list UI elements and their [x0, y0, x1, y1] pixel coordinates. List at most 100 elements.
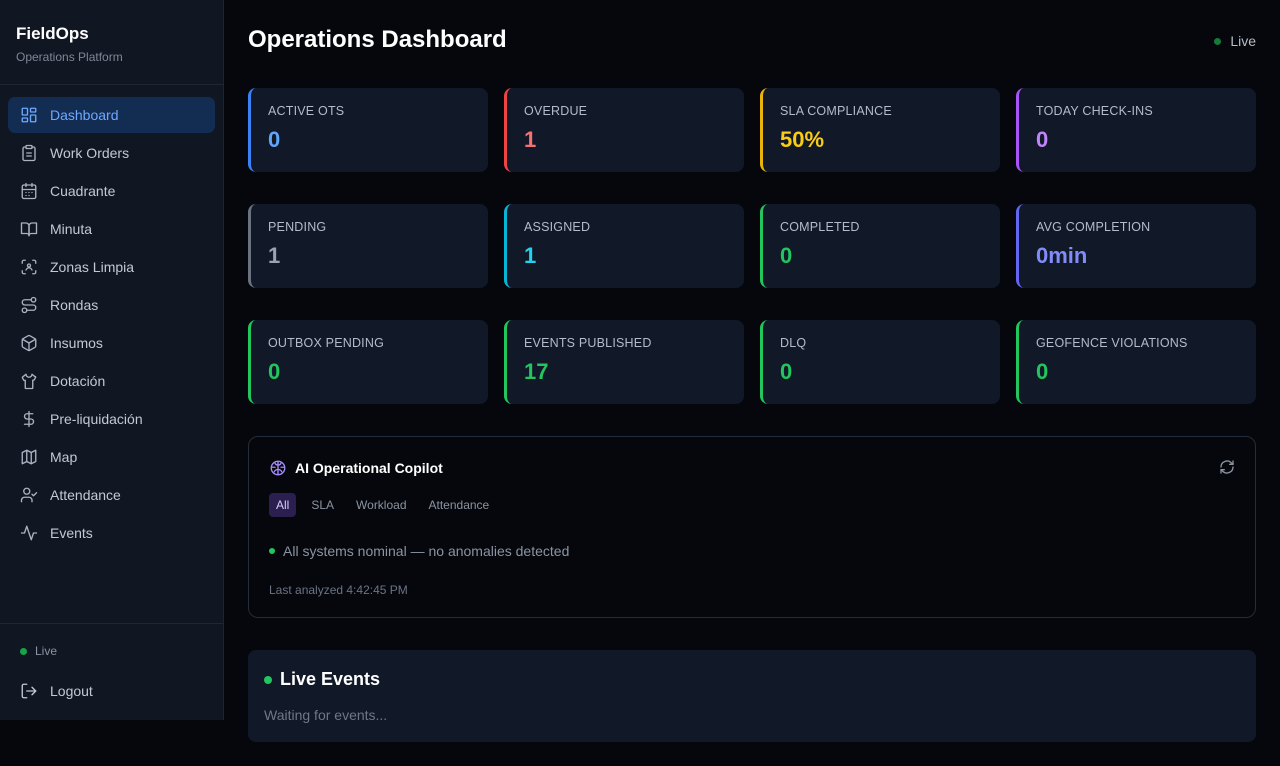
kpi-card-completed: COMPLETED 0 — [760, 204, 1000, 288]
sidebar-live-status: Live — [20, 644, 203, 658]
dollar-icon — [20, 410, 38, 428]
live-dot-icon — [1214, 37, 1222, 45]
kpi-card-outbox-pending: OUTBOX PENDING 0 — [248, 320, 488, 404]
copilot-title: AI Operational Copilot — [295, 460, 443, 476]
header-live-label: Live — [1230, 33, 1256, 49]
kpi-card-pending: PENDING 1 — [248, 204, 488, 288]
copilot-tabs: All SLA Workload Attendance — [269, 493, 1235, 517]
package-icon — [20, 334, 38, 352]
kpi-value: 0 — [268, 127, 281, 152]
live-events-title: Live Events — [280, 669, 381, 689]
tab-all[interactable]: All — [269, 493, 297, 517]
scan-icon — [20, 258, 38, 276]
activity-icon — [20, 524, 38, 542]
shirt-icon — [20, 372, 38, 390]
sidebar-item-label: Dotación — [50, 373, 106, 389]
last-analyzed: Last analyzed 4:42:45 PM — [269, 583, 408, 597]
header-live-status: Live — [1214, 33, 1256, 49]
clipboard-icon — [20, 144, 38, 162]
kpi-label: DLQ — [780, 336, 807, 350]
kpi-card-avg-completion: AVG COMPLETION 0min — [1016, 204, 1256, 288]
brand-title: FieldOps — [16, 24, 89, 43]
main-content: Operations Dashboard Live ACTIVE OTS 0 OVE… — [248, 0, 1256, 742]
status-dot-icon — [269, 548, 275, 554]
kpi-label: ASSIGNED — [524, 220, 591, 234]
sidebar-item-zonas-limpia[interactable]: Zonas Limpia — [8, 249, 215, 285]
kpi-card-assigned: ASSIGNED 1 — [504, 204, 744, 288]
sidebar-item-pre-liquidacion[interactable]: Pre-liquidación — [8, 401, 215, 437]
refresh-icon[interactable] — [1219, 459, 1235, 475]
live-events-header: Live Events — [264, 669, 1240, 690]
page-header: Operations Dashboard Live — [248, 0, 1256, 88]
kpi-value: 0 — [1036, 359, 1049, 384]
kpi-value: 1 — [268, 243, 281, 268]
kpi-card-dlq: DLQ 0 — [760, 320, 1000, 404]
sidebar-item-label: Attendance — [50, 487, 121, 503]
copilot-status: All systems nominal — no anomalies detec… — [269, 543, 1235, 559]
kpi-value: 0min — [1036, 243, 1088, 268]
sidebar-item-rondas[interactable]: Rondas — [8, 287, 215, 323]
kpi-card-today-check-ins: TODAY CHECK-INS 0 — [1016, 88, 1256, 172]
sidebar-nav: Dashboard Work Orders Cuadrante Minuta Zonas… — [0, 85, 223, 551]
sidebar-item-label: Cuadrante — [50, 183, 116, 199]
kpi-label: ACTIVE OTS — [268, 104, 345, 118]
sidebar-item-label: Dashboard — [50, 107, 119, 123]
sidebar-item-insumos[interactable]: Insumos — [8, 325, 215, 361]
brand: FieldOps Operations Platform — [0, 0, 223, 85]
kpi-label: TODAY CHECK-INS — [1036, 104, 1153, 118]
kpi-label: GEOFENCE VIOLATIONS — [1036, 336, 1188, 350]
tab-workload[interactable]: Workload — [356, 498, 407, 512]
kpi-label: COMPLETED — [780, 220, 860, 234]
tab-attendance[interactable]: Attendance — [428, 498, 490, 512]
kpi-card-geofence-violations: GEOFENCE VIOLATIONS 0 — [1016, 320, 1256, 404]
sidebar-item-label: Insumos — [50, 335, 103, 351]
kpi-value: 17 — [524, 359, 549, 384]
kpi-label: PENDING — [268, 220, 327, 234]
kpi-value: 0 — [780, 243, 793, 268]
map-icon — [20, 448, 38, 466]
sidebar-item-dotacion[interactable]: Dotación — [8, 363, 215, 399]
sidebar-item-label: Work Orders — [50, 145, 130, 161]
sidebar-live-label: Live — [35, 644, 58, 658]
sidebar-item-label: Events — [50, 525, 93, 541]
sidebar: FieldOps Operations Platform Dashboard Wo… — [0, 0, 224, 720]
sidebar-item-minuta[interactable]: Minuta — [8, 211, 215, 247]
kpi-label: OVERDUE — [524, 104, 588, 118]
kpi-value: 1 — [524, 127, 537, 152]
logout-icon — [21, 683, 37, 699]
sidebar-item-events[interactable]: Events — [8, 515, 215, 551]
user-check-icon — [20, 486, 38, 504]
ai-copilot-panel: AI Operational Copilot All SLA Workload Att… — [248, 436, 1256, 618]
kpi-grid: ACTIVE OTS 0 OVERDUE 1 SLA COMPLIANCE 50% TODA… — [248, 88, 1256, 404]
sidebar-item-label: Rondas — [50, 297, 99, 313]
live-events-panel: Live Events Waiting for events... — [248, 650, 1256, 742]
live-dot-icon — [20, 647, 27, 655]
calendar-icon — [20, 182, 38, 200]
kpi-card-sla-compliance: SLA COMPLIANCE 50% — [760, 88, 1000, 172]
kpi-label: SLA COMPLIANCE — [780, 104, 892, 118]
book-icon — [20, 220, 38, 238]
sidebar-item-cuadrante[interactable]: Cuadrante — [8, 173, 215, 209]
kpi-value: 0 — [268, 359, 281, 384]
kpi-value: 50% — [780, 127, 825, 152]
logout-label: Logout — [50, 683, 93, 699]
live-events-empty: Waiting for events... — [264, 707, 388, 723]
tab-sla[interactable]: SLA — [311, 498, 335, 512]
logout-button[interactable]: Logout — [20, 682, 203, 700]
sidebar-item-label: Pre-liquidación — [50, 411, 143, 427]
kpi-card-active-ots: ACTIVE OTS 0 — [248, 88, 488, 172]
sidebar-item-label: Minuta — [50, 221, 93, 237]
kpi-label: AVG COMPLETION — [1036, 220, 1151, 234]
dashboard-icon — [20, 106, 38, 124]
sidebar-footer: Live Logout — [0, 623, 223, 700]
kpi-value: 0 — [780, 359, 793, 384]
kpi-card-overdue: OVERDUE 1 — [504, 88, 744, 172]
kpi-card-events-published: EVENTS PUBLISHED 17 — [504, 320, 744, 404]
sidebar-item-map[interactable]: Map — [8, 439, 215, 475]
sidebar-item-work-orders[interactable]: Work Orders — [8, 135, 215, 171]
sidebar-item-dashboard[interactable]: Dashboard — [8, 97, 215, 133]
sidebar-item-attendance[interactable]: Attendance — [8, 477, 215, 513]
page-title: Operations Dashboard — [248, 26, 507, 53]
brand-subtitle: Operations Platform — [16, 50, 123, 64]
sidebar-item-label: Zonas Limpia — [50, 259, 135, 275]
